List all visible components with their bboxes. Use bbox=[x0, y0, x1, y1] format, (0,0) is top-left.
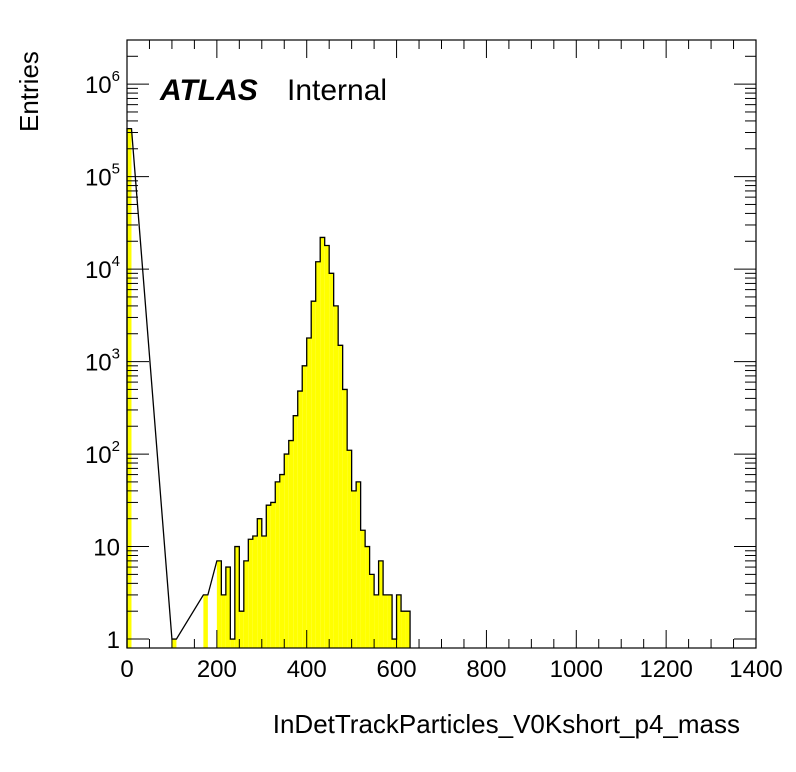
x-tick-label: 1200 bbox=[639, 656, 692, 683]
histogram-bar bbox=[356, 481, 361, 648]
histogram-bar bbox=[333, 305, 339, 648]
histogram-bar bbox=[252, 536, 258, 648]
histogram-bar bbox=[311, 301, 316, 648]
histogram-bar bbox=[279, 474, 285, 648]
histogram-bar bbox=[306, 337, 312, 648]
x-tick-label: 1000 bbox=[550, 656, 603, 683]
plot-border bbox=[126, 39, 757, 649]
histogram-bar bbox=[261, 536, 267, 648]
histogram-bar bbox=[297, 391, 303, 648]
x-tick-label: 400 bbox=[287, 656, 327, 683]
histogram-bar bbox=[275, 481, 280, 648]
x-tick-label: 800 bbox=[466, 656, 506, 683]
histogram-bar bbox=[230, 639, 235, 648]
histogram-bar bbox=[203, 594, 208, 648]
histogram-bar bbox=[338, 345, 343, 648]
y-axis-title: Entries bbox=[14, 51, 44, 132]
histogram-bar bbox=[293, 415, 298, 648]
histogram-bar bbox=[401, 611, 406, 648]
y-tick-label: 106 bbox=[85, 68, 120, 99]
x-tick-label: 1400 bbox=[729, 656, 782, 683]
histogram-outline bbox=[126, 128, 411, 648]
histogram-bar bbox=[239, 611, 244, 648]
x-tick-label: 600 bbox=[377, 656, 417, 683]
x-axis-ticks: 0 200 400 600 800 1000 1200 1400 bbox=[120, 40, 783, 683]
histogram-bar bbox=[127, 128, 132, 648]
atlas-label: ATLAS bbox=[159, 74, 258, 107]
y-tick-label: 104 bbox=[85, 253, 120, 284]
histogram-bar bbox=[234, 546, 240, 648]
histogram-bar bbox=[383, 594, 388, 648]
histogram-bars bbox=[126, 128, 411, 649]
x-tick-label: 0 bbox=[120, 656, 133, 683]
histogram-bar bbox=[320, 237, 325, 648]
histogram-bar bbox=[360, 530, 366, 648]
histogram-bar bbox=[216, 560, 222, 648]
histogram-bar bbox=[387, 594, 393, 648]
y-tick-label: 10 bbox=[93, 535, 120, 562]
plot-frame bbox=[126, 39, 757, 649]
histogram-bar bbox=[347, 450, 352, 648]
histogram-bar bbox=[288, 440, 294, 648]
histogram-bar bbox=[243, 560, 249, 648]
histogram-bar bbox=[270, 502, 276, 648]
y-tick-label: 102 bbox=[85, 438, 120, 469]
histogram-bar bbox=[396, 594, 402, 648]
atlas-internal-label: Internal bbox=[287, 74, 387, 107]
histogram-bar bbox=[221, 594, 226, 648]
histogram-bar bbox=[392, 639, 397, 648]
histogram-bar bbox=[257, 518, 262, 648]
y-axis-ticks: 1 10 102 103 104 105 106 bbox=[85, 39, 756, 654]
histogram-bar bbox=[315, 261, 321, 648]
histogram-bar bbox=[374, 594, 379, 648]
histogram-bar bbox=[369, 574, 375, 648]
histogram-bar bbox=[365, 546, 370, 648]
histogram-bar bbox=[171, 639, 177, 648]
y-tick-label: 103 bbox=[85, 346, 120, 377]
histogram-bar bbox=[324, 245, 330, 649]
histogram-bar bbox=[351, 490, 357, 648]
y-tick-label: 1 bbox=[107, 627, 120, 654]
histogram-bar bbox=[329, 273, 334, 648]
y-tick-label: 105 bbox=[85, 161, 120, 192]
histogram-bar bbox=[225, 567, 231, 648]
histogram-bar bbox=[405, 611, 411, 648]
x-tick-label: 200 bbox=[197, 656, 237, 683]
histogram-bar bbox=[284, 454, 289, 648]
histogram-bar bbox=[302, 365, 307, 648]
histogram-bar bbox=[342, 389, 348, 648]
histogram-bar bbox=[378, 560, 384, 648]
x-axis-title: InDetTrackParticles_V0Kshort_p4_mass bbox=[273, 709, 740, 739]
histogram-bar bbox=[248, 539, 253, 648]
histogram-bar bbox=[266, 505, 271, 648]
